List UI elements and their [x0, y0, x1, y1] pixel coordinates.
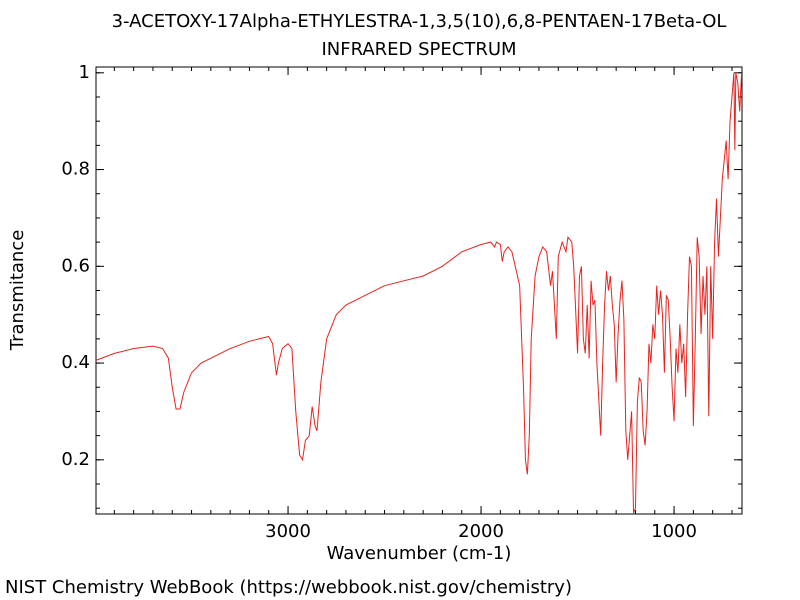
chart-title: 3-ACETOXY-17Alpha-ETHYLESTRA-1,3,5(10),6…: [112, 11, 727, 32]
y-axis-label: Transmitance: [7, 230, 28, 352]
y-tick-label: 0.6: [61, 255, 90, 276]
x-tick-label: 3000: [265, 521, 311, 542]
y-tick-label: 0.8: [61, 159, 90, 180]
y-tick-label: 0.2: [61, 449, 90, 470]
chart-subtitle: INFRARED SPECTRUM: [321, 39, 516, 60]
plot-frame: [95, 66, 743, 515]
spectrum-line: [96, 72, 742, 514]
x-tick-label: 1000: [651, 521, 697, 542]
x-tick-label: 2000: [458, 521, 504, 542]
y-tick-label: 0.4: [61, 352, 90, 373]
x-axis-label: Wavenumber (cm-1): [327, 543, 512, 564]
y-tick-label: 1: [79, 62, 90, 83]
footer: NIST Chemistry WebBook (https://webbook.…: [5, 577, 572, 598]
